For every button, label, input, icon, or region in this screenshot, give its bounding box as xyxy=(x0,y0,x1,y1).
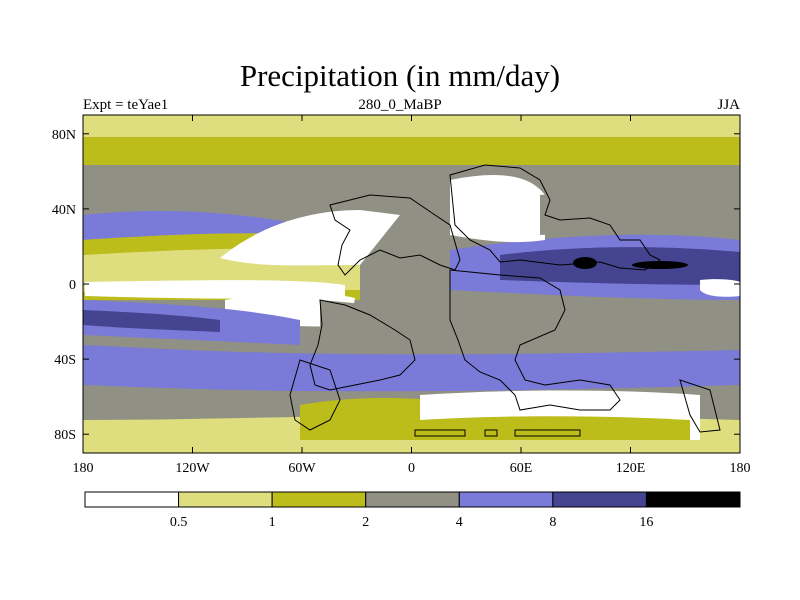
colorbar: 0.5 1 2 4 8 16 xyxy=(84,491,741,530)
colorbar-segment xyxy=(365,491,460,508)
colorbar-label: 0.5 xyxy=(170,515,188,530)
page-title: Precipitation (in mm/day) xyxy=(239,58,561,93)
colorbar-segment xyxy=(552,491,647,508)
lat-tick-label: 40S xyxy=(54,353,76,368)
colorbar-segment xyxy=(458,491,554,508)
lat-tick-label: 80N xyxy=(52,128,76,143)
time-label: 280_0_MaBP xyxy=(358,97,442,113)
lat-tick-label: 0 xyxy=(69,278,76,293)
colorbar-segment xyxy=(645,491,741,508)
latitude-axis: 80N 40N 0 40S 80S xyxy=(52,128,740,443)
lon-tick-label: 180 xyxy=(730,461,751,476)
lon-tick-label: 120W xyxy=(175,461,210,476)
colorbar-label: 1 xyxy=(269,515,276,530)
colorbar-segment xyxy=(84,491,180,508)
colorbar-label: 8 xyxy=(549,515,556,530)
lon-tick-label: 180 xyxy=(73,461,94,476)
experiment-label: Expt = teYae1 xyxy=(83,97,169,113)
lat-tick-label: 40N xyxy=(52,203,76,218)
colorbar-label: 2 xyxy=(362,515,369,530)
lat-tick-label: 80S xyxy=(54,428,76,443)
colorbar-label: 16 xyxy=(639,515,653,530)
lon-tick-label: 120E xyxy=(616,461,646,476)
colorbar-segment xyxy=(271,491,367,508)
colorbar-label: 4 xyxy=(456,515,463,530)
lon-tick-label: 60W xyxy=(288,461,316,476)
lon-tick-label: 60E xyxy=(510,461,533,476)
longitude-axis: 180 120W 60W 0 60E 120E 180 xyxy=(73,115,751,476)
precip-fill xyxy=(83,115,740,453)
season-label: JJA xyxy=(717,97,740,113)
lon-tick-label: 0 xyxy=(408,461,415,476)
colorbar-segment xyxy=(178,491,273,508)
